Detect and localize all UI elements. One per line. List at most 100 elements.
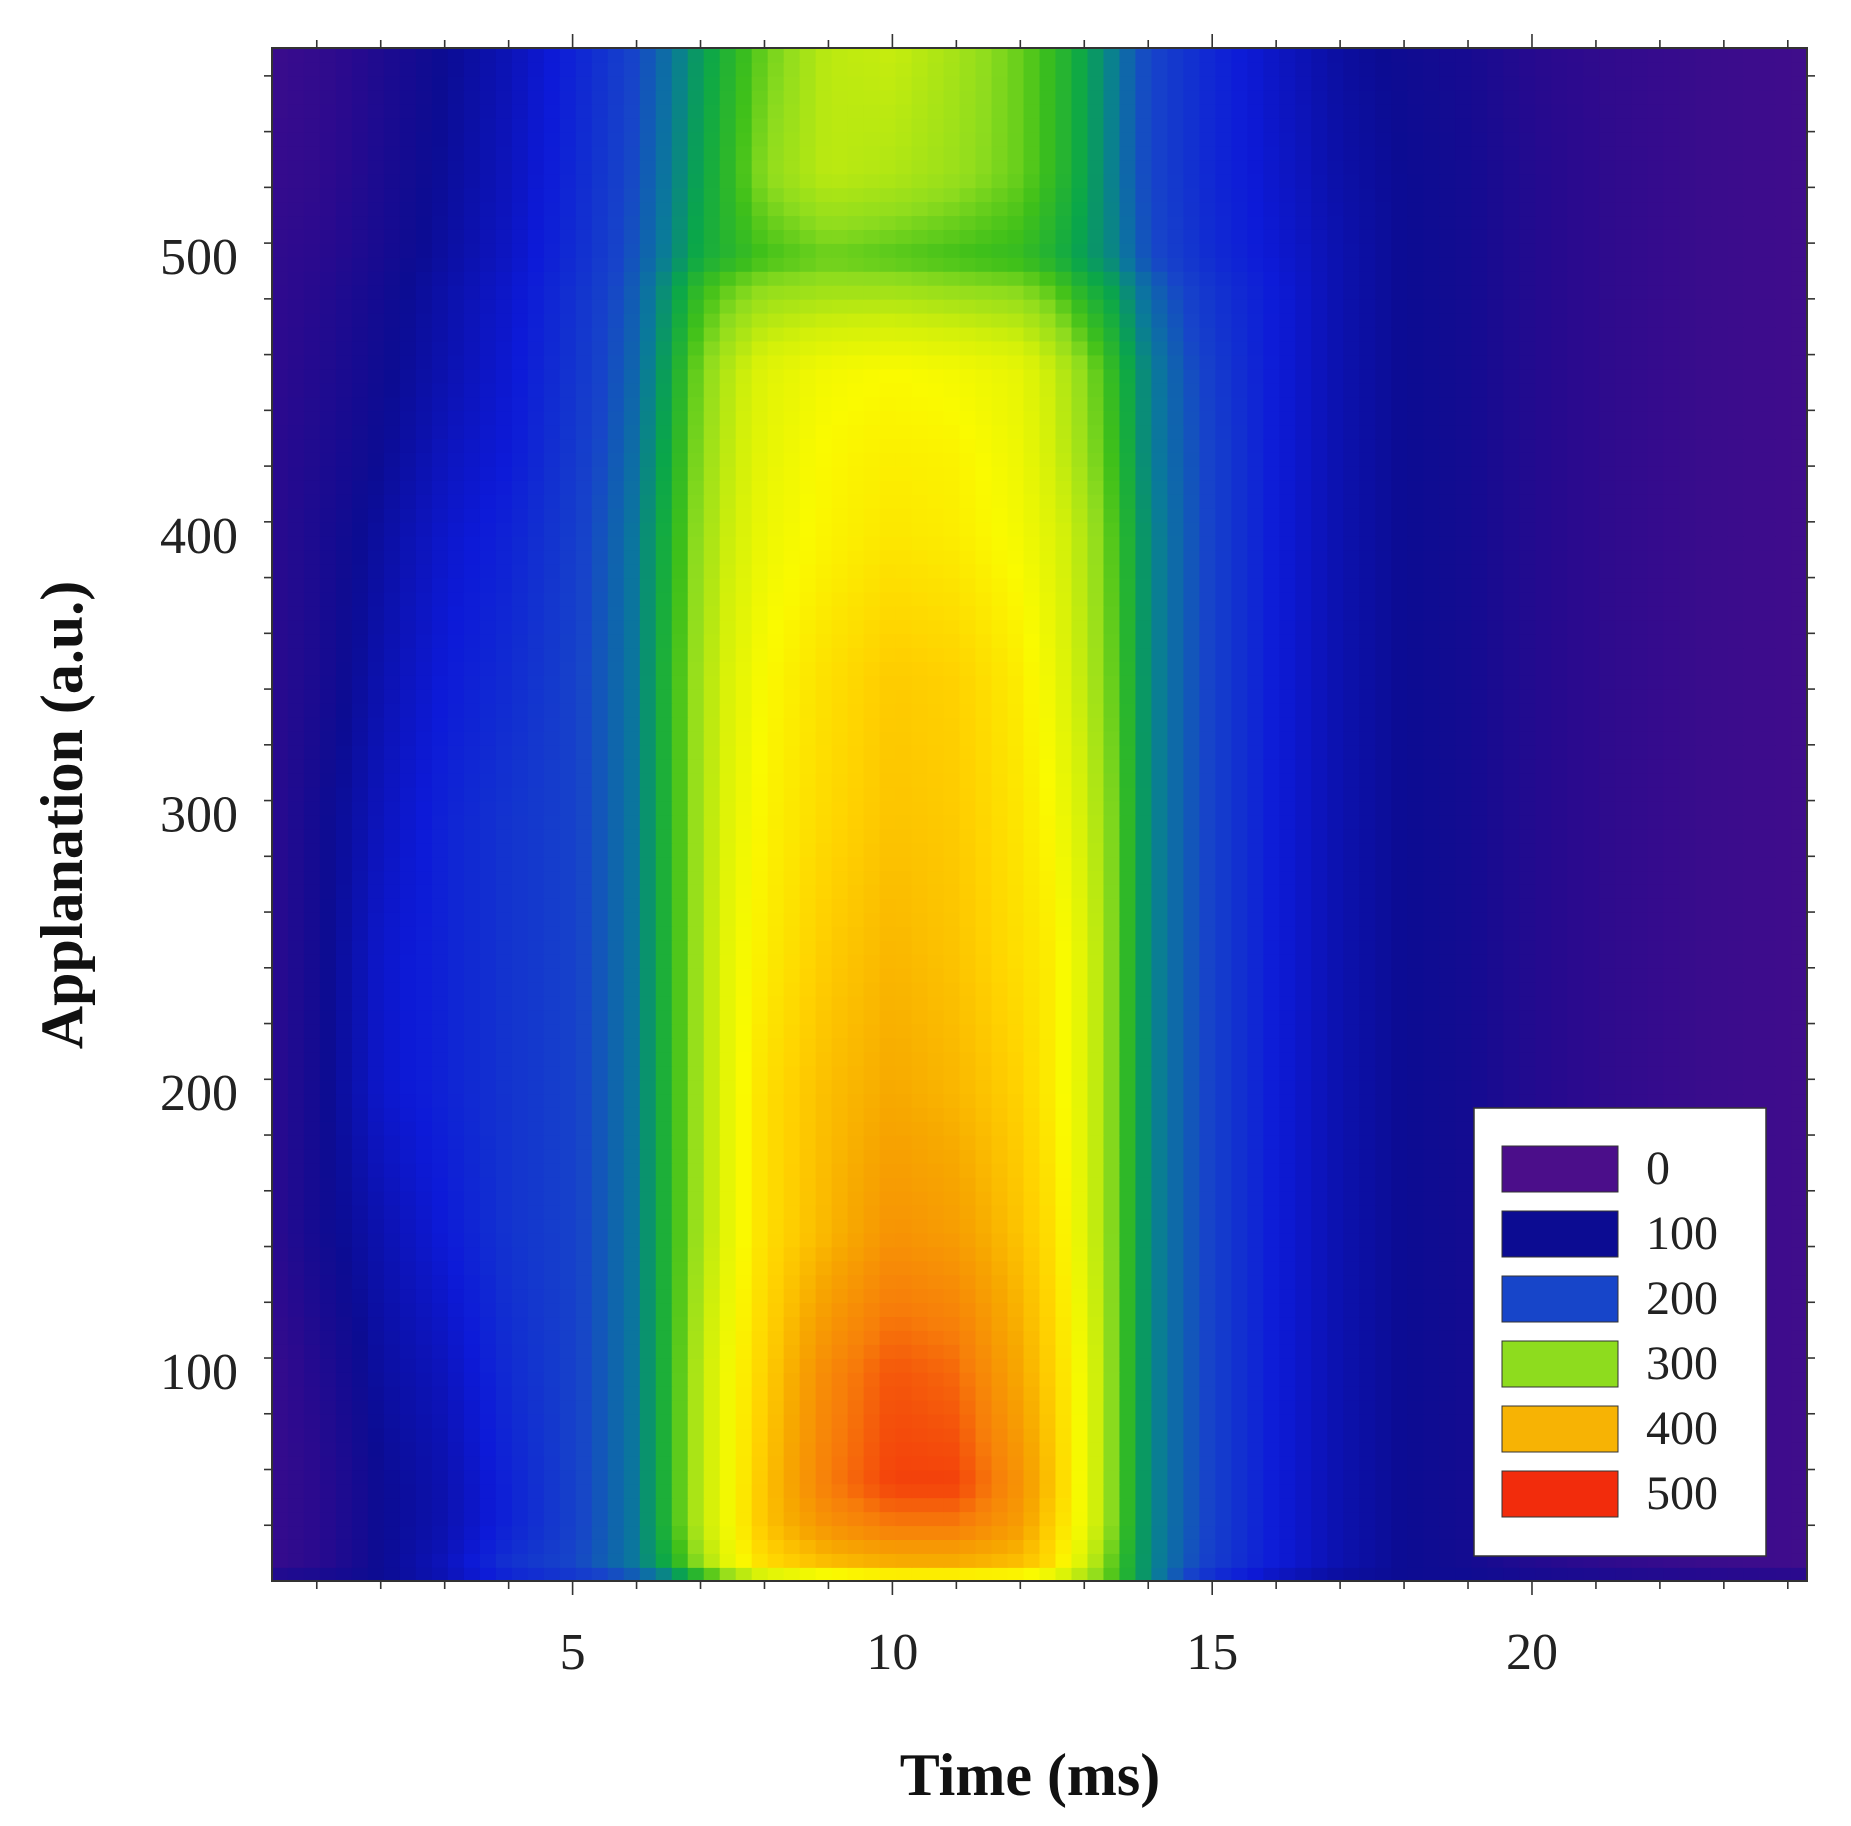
heatmap-cell bbox=[591, 1037, 609, 1053]
heatmap-cell bbox=[319, 1148, 337, 1164]
heatmap-cell bbox=[1615, 1093, 1632, 1108]
heatmap-cell bbox=[1135, 939, 1153, 955]
heatmap-cell bbox=[1327, 898, 1345, 913]
heatmap-cell bbox=[863, 1176, 881, 1192]
heatmap-cell bbox=[1695, 967, 1712, 983]
heatmap-cell bbox=[1519, 925, 1536, 941]
heatmap-cell bbox=[991, 1371, 1009, 1387]
heatmap-cell bbox=[431, 1567, 449, 1582]
heatmap-cell bbox=[431, 981, 449, 997]
heatmap-cell bbox=[1167, 1148, 1185, 1164]
heatmap-cell bbox=[1151, 1553, 1169, 1568]
heatmap-cell bbox=[1199, 912, 1217, 927]
heatmap-cell bbox=[863, 912, 881, 927]
heatmap-cell bbox=[1775, 1148, 1792, 1164]
heatmap-cell bbox=[1343, 1079, 1361, 1095]
heatmap-cell bbox=[1711, 967, 1728, 983]
heatmap-cell bbox=[799, 1107, 817, 1122]
heatmap-cell bbox=[1359, 1302, 1377, 1318]
heatmap-cell bbox=[303, 1385, 321, 1401]
heatmap-cell bbox=[1039, 1148, 1057, 1164]
heatmap-cell bbox=[1727, 1567, 1744, 1582]
heatmap-cell bbox=[1679, 1009, 1696, 1025]
heatmap-cell bbox=[1295, 967, 1313, 983]
heatmap-cell bbox=[463, 1135, 481, 1150]
heatmap-cell bbox=[1103, 1107, 1121, 1122]
heatmap-cell bbox=[1311, 1218, 1329, 1234]
heatmap-cell bbox=[735, 1441, 753, 1457]
heatmap-cell bbox=[1503, 1553, 1520, 1568]
heatmap-cell bbox=[1071, 912, 1089, 927]
heatmap-cell bbox=[351, 1511, 369, 1527]
heatmap-cell bbox=[1423, 967, 1441, 983]
heatmap-cell bbox=[879, 870, 897, 885]
heatmap-cell bbox=[575, 939, 593, 955]
heatmap-cell bbox=[1263, 1427, 1281, 1443]
heatmap-cell bbox=[751, 1135, 769, 1150]
heatmap-cell bbox=[879, 1455, 897, 1471]
heatmap-cell bbox=[1295, 1385, 1313, 1401]
heatmap-cell bbox=[783, 1302, 801, 1318]
heatmap-cell bbox=[1199, 1358, 1217, 1373]
heatmap-cell bbox=[1423, 1511, 1441, 1527]
heatmap-cell bbox=[1119, 1232, 1137, 1248]
heatmap-cell bbox=[847, 1093, 865, 1108]
heatmap-cell bbox=[287, 1135, 305, 1150]
heatmap-cell bbox=[783, 967, 801, 983]
heatmap-cell bbox=[1471, 1079, 1489, 1095]
heatmap-cell bbox=[639, 1455, 657, 1471]
heatmap-cell bbox=[1327, 1316, 1345, 1331]
heatmap-cell bbox=[1055, 1358, 1073, 1373]
heatmap-cell bbox=[1695, 1051, 1712, 1067]
heatmap-cell bbox=[1151, 1288, 1169, 1304]
heatmap-cell bbox=[1551, 1051, 1568, 1067]
heatmap-cell bbox=[1423, 1525, 1441, 1540]
heatmap-cell bbox=[735, 1246, 753, 1262]
heatmap-cell bbox=[735, 1399, 753, 1415]
heatmap-cell bbox=[1103, 1371, 1121, 1387]
heatmap-cell bbox=[1023, 1358, 1041, 1373]
heatmap-cell bbox=[1167, 1567, 1185, 1582]
heatmap-cell bbox=[799, 1288, 817, 1304]
heatmap-cell bbox=[1727, 884, 1744, 899]
heatmap-cell bbox=[735, 1483, 753, 1499]
heatmap-cell bbox=[479, 939, 497, 955]
heatmap-cell bbox=[623, 1497, 641, 1513]
heatmap-cell bbox=[1775, 1553, 1792, 1568]
heatmap-cell bbox=[1711, 981, 1728, 997]
heatmap-cell bbox=[655, 1260, 673, 1276]
heatmap-cell bbox=[1279, 912, 1297, 927]
heatmap-cell bbox=[1199, 953, 1217, 969]
heatmap-cell bbox=[831, 912, 849, 927]
heatmap-cell bbox=[431, 1539, 449, 1554]
heatmap-cell bbox=[1375, 1358, 1393, 1373]
heatmap-cell bbox=[1439, 1385, 1457, 1401]
heatmap-cell bbox=[623, 981, 641, 997]
heatmap-cell bbox=[703, 1525, 721, 1540]
heatmap-cell bbox=[751, 1065, 769, 1081]
heatmap-cell bbox=[1279, 1469, 1297, 1485]
heatmap-cell bbox=[1167, 1176, 1185, 1192]
heatmap-cell bbox=[431, 1051, 449, 1067]
heatmap-cell bbox=[799, 1051, 817, 1067]
heatmap-cell bbox=[511, 1344, 529, 1359]
heatmap-cell bbox=[1423, 1288, 1441, 1304]
heatmap-cell bbox=[799, 912, 817, 927]
heatmap-cell bbox=[1247, 1469, 1265, 1485]
heatmap-cell bbox=[815, 1399, 833, 1415]
heatmap-cell bbox=[479, 1023, 497, 1039]
heatmap-cell bbox=[623, 1539, 641, 1554]
heatmap-cell bbox=[1055, 925, 1073, 941]
heatmap-cell bbox=[1231, 1316, 1249, 1331]
heatmap-cell bbox=[1231, 856, 1249, 872]
heatmap-cell bbox=[1231, 995, 1249, 1011]
heatmap-cell bbox=[367, 1204, 385, 1220]
heatmap-cell bbox=[671, 1539, 689, 1554]
heatmap-cell bbox=[831, 1051, 849, 1067]
heatmap-cell bbox=[287, 995, 305, 1011]
heatmap-cell bbox=[911, 884, 929, 899]
heatmap-cell bbox=[703, 1316, 721, 1331]
heatmap-cell bbox=[975, 1204, 993, 1220]
heatmap-cell bbox=[703, 1176, 721, 1192]
heatmap-cell bbox=[1199, 1497, 1217, 1513]
